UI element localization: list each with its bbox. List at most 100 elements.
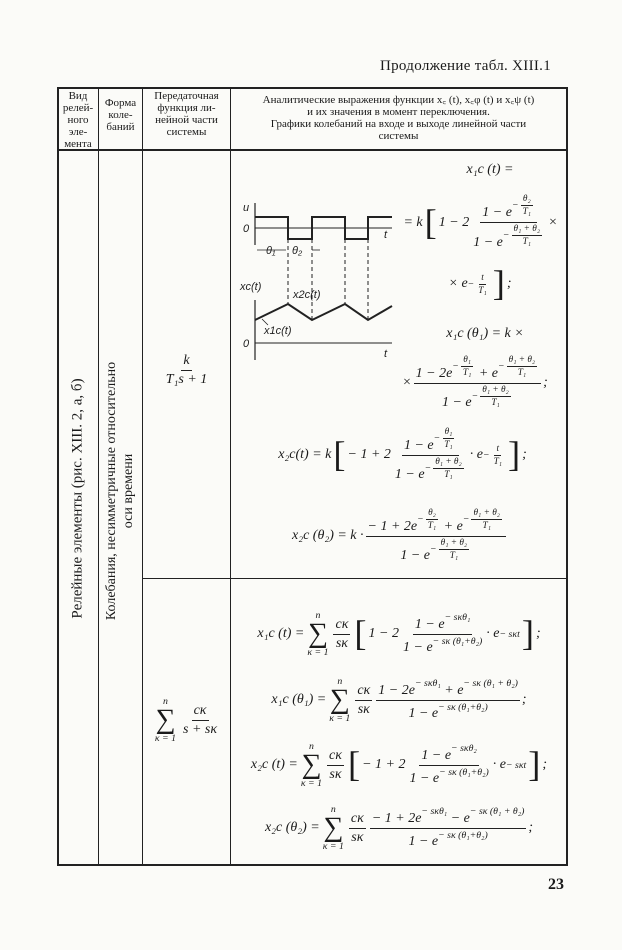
fraction: θ₁ T₁	[461, 355, 474, 378]
numerator: θ₁ + θ₂	[438, 538, 470, 550]
numerator: cκ	[333, 617, 351, 635]
math-group: cκ	[351, 811, 364, 826]
formula-x1c-theta1-rhs: × 1 − 2e− θ₁ T₁ + e− θ₁ + θ₂ T₁ 1 − e− θ₁ + θ₂…	[385, 348, 565, 418]
fraction: cκ sκ	[348, 811, 366, 846]
math-text: T₁	[462, 367, 472, 378]
math-text: x₂c (t) =	[250, 757, 298, 772]
bracket: ]	[492, 263, 505, 304]
math-group: cκ	[329, 748, 342, 763]
zero-top-label: 0	[243, 223, 250, 235]
numerator: θ₁ + θ₂	[471, 508, 502, 520]
math-text: − sκ (θ₁ + θ₂)	[463, 677, 518, 689]
formula-x1c-t-lhs: x₁c (t) =	[420, 158, 560, 182]
math-text: − e	[447, 810, 470, 826]
denominator: T₁	[489, 397, 501, 408]
math-group: 1 − 2e− sκθ₁ + e− sκ (θ₁ + θ₂)	[378, 678, 518, 698]
math-text: ×	[402, 375, 412, 390]
sigma-icon: ∑	[301, 749, 322, 781]
math-text: k	[183, 352, 190, 368]
math-group: s + sκ	[183, 722, 217, 737]
sum-upper-limit: n	[163, 696, 168, 708]
math-text: 1 − 2e	[415, 365, 453, 381]
fraction: 1 − e− θ₁ T₁ 1 − e − θ₁ + θ₂ T₁	[393, 427, 468, 483]
denominator: 1 − e− θ₁ + θ₂ T₁	[440, 384, 515, 412]
math-group: sκ	[336, 636, 348, 651]
exponent: − θ₁ + θ₂ T₁	[425, 457, 466, 480]
exponent: − θ₁ T₁	[434, 427, 457, 450]
header-divider	[57, 149, 568, 151]
x2c-label: x2c(t)	[292, 289, 321, 301]
math-text: −	[430, 543, 437, 555]
math-text: 1 − e	[403, 437, 434, 453]
fraction: θ₁ + θ₂ T₁	[506, 355, 538, 378]
header-line: Аналитические выражения функции x꜀ (t), …	[262, 94, 535, 106]
exponent: − θ₂ T₁	[512, 194, 535, 217]
math-text: θ₁ + θ₂	[473, 507, 500, 518]
denominator: T₁s + 1	[164, 371, 210, 388]
math-text: − sκt	[499, 628, 520, 640]
t-top-label: t	[384, 229, 388, 241]
denominator: sκ	[327, 766, 343, 783]
numerator: θ₁ + θ₂	[433, 457, 464, 469]
denominator: 1 − e− θ₁ + θ₂ T₁	[471, 223, 546, 251]
exponent: − sκ (θ₁ + θ₂)	[463, 678, 518, 689]
numerator: − 1 + 2e− sκθ₁ − e− sκ (θ₁ + θ₂)	[369, 805, 527, 829]
math-text: 1 − e	[414, 616, 445, 632]
denominator: 1 − e− sκ (θ₁+θ₂)	[401, 635, 484, 657]
math-text: 1 − 2	[368, 626, 399, 641]
sum-upper-limit: n	[337, 676, 343, 688]
math-group: sκ	[358, 702, 370, 717]
math-group: − 1 + 2e− θ₂ T₁ + e− θ₁ + θ₂ T₁	[368, 508, 504, 534]
math-text: − sκ (θ₁ + θ₂)	[469, 805, 525, 817]
math-group: 1 − e− θ₁ T₁	[403, 427, 457, 453]
header-line: Вид	[68, 90, 88, 102]
math-group: 1 − e− θ₁ + θ₂ T₁	[442, 385, 513, 410]
math-text: θ₁ + θ₂	[435, 456, 462, 467]
math-text: 1 − e	[482, 205, 512, 220]
fraction: − 1 + 2e− sκθ₁ − e− sκ (θ₁ + θ₂) 1 − e− s…	[369, 805, 527, 851]
fraction: θ₁ + θ₂ T₁	[511, 224, 543, 247]
bracket: [	[347, 744, 361, 785]
fraction: θ₁ + θ₂ T₁	[480, 385, 511, 408]
sum-upper-limit: n	[330, 804, 336, 816]
math-text: 1 − e	[403, 640, 433, 656]
denominator: 1 − e− sκ (θ₁+θ₂)	[406, 829, 489, 851]
fraction: − 1 + 2e− θ₂ T₁ + e− θ₁ + θ₂ T₁ 1 − e− θ₁ + θ₂…	[365, 508, 506, 564]
math-text: x₂c(t) = k	[278, 447, 332, 462]
denominator: T₁	[442, 469, 454, 480]
sigma-icon: ∑	[155, 704, 176, 736]
bracket: [	[354, 613, 367, 654]
math-text: −	[424, 462, 432, 474]
math-text: x₂c (θ₂) = k ·	[292, 528, 364, 543]
sigma-icon: ∑	[323, 812, 344, 844]
math-text: ;	[542, 757, 548, 772]
math-text: − sκt	[505, 759, 527, 771]
fraction: 1 − e− sκθ₂ 1 − e− sκ (θ₁+θ₂)	[407, 743, 490, 788]
formula-x1c-t-line2: × e − t T₁];	[420, 262, 540, 306]
math-text: T₁	[449, 550, 459, 561]
element-type-label: Релейные элементы (рис. XIII. 2, а, б)	[69, 378, 86, 619]
math-group: 1 − e− sκ (θ₁+θ₂)	[409, 767, 488, 787]
math-text: − 1 + 2	[347, 447, 391, 462]
math-text: ;	[528, 820, 534, 835]
math-group: T₁	[463, 368, 471, 378]
fraction: t T₁	[492, 444, 504, 467]
math-group: θ₂	[523, 194, 531, 204]
math-text: cκ	[193, 702, 207, 718]
header-line: ного	[67, 114, 89, 126]
denominator: sκ	[334, 635, 350, 652]
sum-upper-limit: n	[308, 741, 314, 753]
math-text: 1 − e	[408, 834, 439, 850]
math-text: + e	[440, 518, 463, 534]
math-text: T₁	[478, 285, 487, 296]
math-text: − sκ (θ₁+θ₂)	[438, 701, 488, 713]
sigma-icon: ∑	[329, 684, 350, 716]
header-oscillation-form: Форма коле- баний	[99, 97, 142, 133]
denominator: 1 − e− sκ (θ₁+θ₂)	[407, 766, 490, 788]
numerator: 1 − 2e− sκθ₁ + e− sκ (θ₁ + θ₂)	[376, 678, 520, 701]
math-group: 1 − e− θ₁ + θ₂ T₁	[395, 457, 466, 482]
header-line: Графики колебаний на входе и выходе лине…	[270, 118, 527, 130]
header-line: коле-	[108, 109, 133, 121]
math-text: T₁s + 1	[165, 371, 208, 387]
math-text: − sκθ₁	[414, 677, 441, 689]
